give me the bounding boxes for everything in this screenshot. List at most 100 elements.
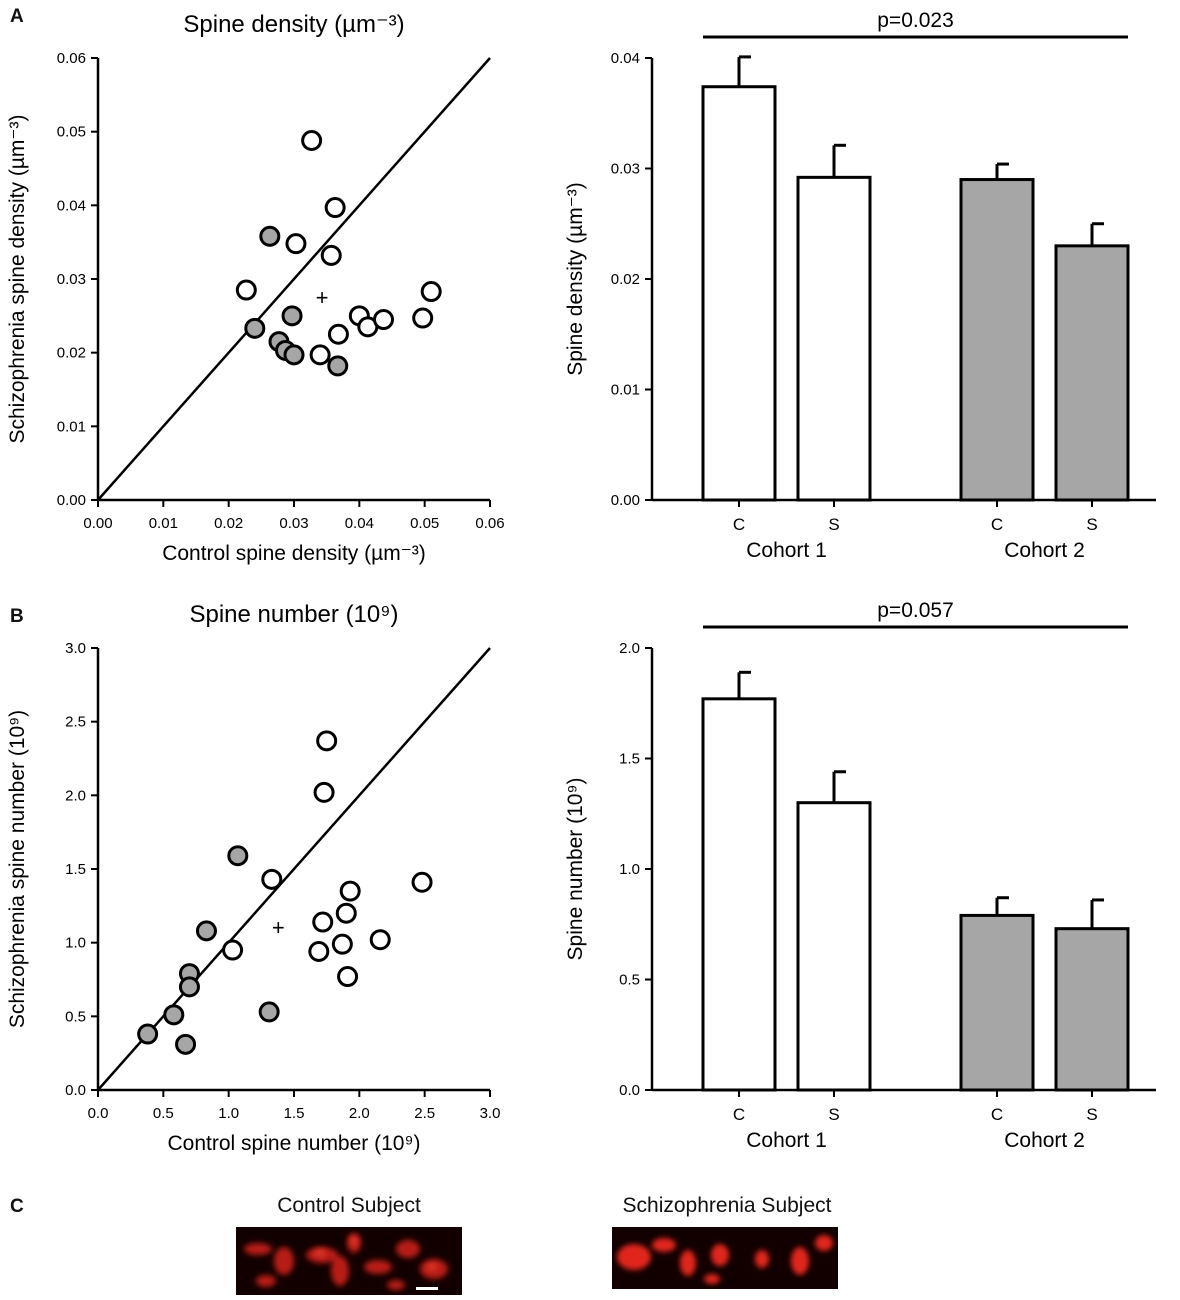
data-point-cohort2 [283, 344, 305, 366]
x-tick-label: 0.00 [83, 515, 112, 532]
schizophrenia-dendrite-image [612, 1227, 838, 1289]
y-tick-label: 2.0 [619, 640, 640, 657]
data-point-cohort1 [320, 244, 342, 266]
x-tick-label: 1.0 [218, 1105, 239, 1122]
y-tick-label: 1.5 [619, 751, 640, 768]
y-tick-label: 0.03 [57, 271, 86, 288]
y-tick-label: 2.0 [65, 787, 86, 804]
x-tick-label: 0.01 [149, 515, 178, 532]
x-axis-title: Control spine number (10⁹) [168, 1132, 421, 1155]
x-tick-label: 0.0 [88, 1105, 109, 1122]
chart-title: Spine number (10⁹) [189, 601, 398, 628]
panel-label-b: B [10, 606, 24, 627]
y-axis-title: Spine density (µm⁻³) [564, 182, 587, 376]
data-point-cohort1 [309, 344, 331, 366]
data-point-cohort2 [327, 355, 349, 377]
data-point-cohort1 [369, 929, 391, 951]
y-tick-label: 0.05 [57, 124, 86, 141]
p-value-label: p=0.023 [877, 9, 954, 32]
x-tick-label: 0.02 [214, 515, 243, 532]
y-tick-label: 2.5 [65, 714, 86, 731]
control-image-caption: Control Subject [277, 1194, 421, 1217]
y-axis-title: Schizophrenia spine density (µm⁻³) [6, 115, 29, 444]
bar [701, 85, 777, 502]
scatter-plot-density: Spine density (µm⁻³) 0.00 0.01 0.02 0.03 0.04… [6, 11, 505, 565]
group-label: Cohort 1 [746, 539, 827, 562]
data-point-cohort2 [195, 920, 217, 942]
bar [1054, 927, 1130, 1092]
scatter-plot-number: Spine number (10⁹) 0.0 0.5 1.0 1.5 2.0 2.5 3.0 0… [6, 601, 501, 1155]
data-point-cohort1 [324, 197, 346, 219]
x-tick-label: 0.04 [345, 515, 374, 532]
bar-label: S [1086, 1105, 1097, 1124]
bar-chart-density: 0.00 0.01 0.02 0.03 0.04 Spine density (µm⁻³)… [564, 9, 1156, 562]
data-point-cohort1 [222, 939, 244, 961]
y-tick-label: 1.0 [65, 935, 86, 952]
bar-label: C [991, 515, 1003, 534]
y-tick-label: 0.00 [57, 492, 86, 509]
data-point-cohort1 [316, 730, 338, 752]
y-tick-label: 0.0 [65, 1082, 86, 1099]
data-point-cohort1 [331, 933, 353, 955]
data-point-cohort1 [335, 902, 357, 924]
group-label: Cohort 1 [746, 1129, 827, 1152]
data-point-cohort1 [339, 880, 361, 902]
data-point-cohort1 [313, 781, 335, 803]
x-tick-label: 0.06 [475, 515, 504, 532]
data-point-cohort1 [285, 233, 307, 255]
data-point-cohort1 [301, 130, 323, 152]
bar [796, 175, 872, 502]
data-point-cohort1 [235, 279, 257, 301]
schizophrenia-dendrite-drawing [617, 1235, 833, 1284]
data-point-cohort1 [312, 911, 334, 933]
y-tick-label: 0.02 [57, 345, 86, 362]
y-tick-label: 0.02 [611, 271, 640, 288]
y-tick-label: 0.00 [611, 492, 640, 509]
data-point-cohort1 [337, 966, 359, 988]
mean-marker: + [316, 285, 329, 310]
bar [959, 913, 1035, 1092]
panel-label-a: A [10, 6, 24, 27]
x-tick-label: 0.05 [410, 515, 439, 532]
y-tick-label: 0.04 [611, 50, 640, 67]
data-point-cohort2 [281, 305, 303, 327]
x-tick-label: 1.5 [284, 1105, 305, 1122]
x-tick-label: 0.5 [153, 1105, 174, 1122]
data-point-cohort1 [412, 307, 434, 329]
mean-marker: + [272, 915, 285, 940]
identity-line [97, 647, 491, 1091]
y-tick-label: 1.5 [65, 861, 86, 878]
data-point-cohort2 [244, 317, 266, 339]
data-point-cohort2 [137, 1023, 159, 1045]
bar [701, 697, 777, 1092]
chart-title: Spine density (µm⁻³) [183, 11, 404, 38]
data-point-cohort2 [178, 976, 200, 998]
data-point-cohort2 [259, 225, 281, 247]
scale-bar [416, 1287, 438, 1290]
group-label: Cohort 2 [1004, 539, 1085, 562]
group-label: Cohort 2 [1004, 1129, 1085, 1152]
y-tick-label: 0.0 [619, 1082, 640, 1099]
y-tick-label: 0.03 [611, 161, 640, 178]
x-tick-label: 2.0 [349, 1105, 370, 1122]
bar-label: S [828, 1105, 839, 1124]
data-point-cohort2 [227, 845, 249, 867]
y-axis-title: Schizophrenia spine number (10⁹) [6, 710, 29, 1028]
data-point-cohort1 [420, 281, 442, 303]
control-dendrite-drawing [244, 1233, 448, 1290]
bar [1054, 244, 1130, 502]
y-tick-label: 0.5 [65, 1008, 86, 1025]
data-point-cohort1 [373, 309, 395, 331]
x-axis-title: Control spine density (µm⁻³) [162, 542, 426, 565]
data-point-cohort1 [327, 323, 349, 345]
y-tick-label: 0.01 [57, 418, 86, 435]
x-tick-label: 3.0 [480, 1105, 501, 1122]
bar-label: C [733, 515, 745, 534]
bar [959, 178, 1035, 502]
y-tick-label: 1.0 [619, 861, 640, 878]
data-point-cohort1 [308, 941, 330, 963]
p-value-label: p=0.057 [877, 599, 954, 622]
y-tick-label: 3.0 [65, 640, 86, 657]
y-tick-label: 0.06 [57, 50, 86, 67]
